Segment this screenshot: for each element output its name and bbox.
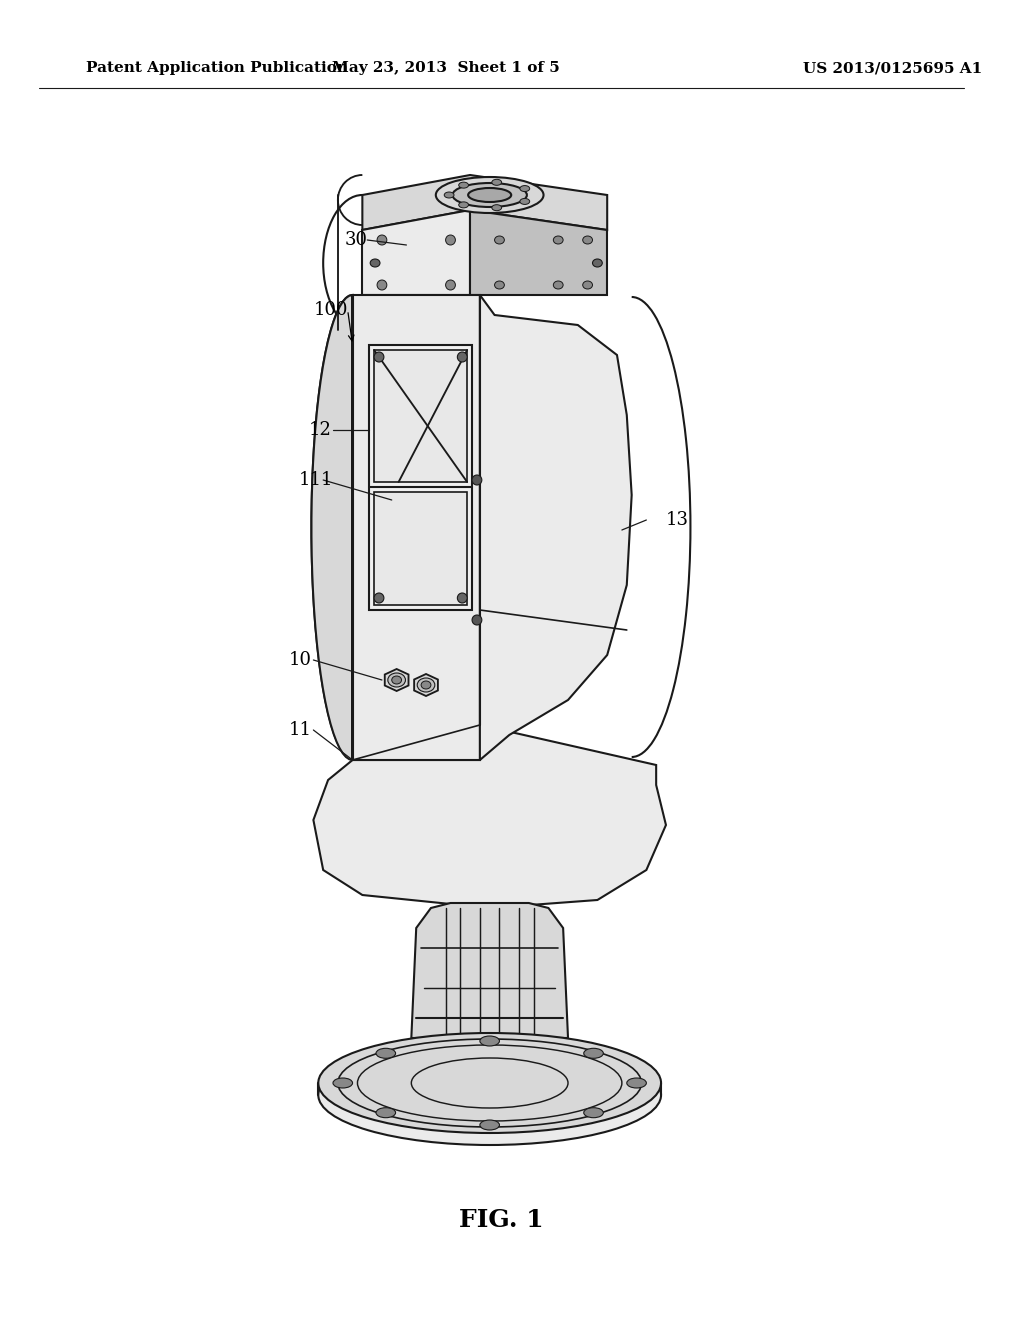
Polygon shape (470, 210, 607, 294)
Polygon shape (352, 294, 480, 760)
Ellipse shape (377, 235, 387, 246)
Ellipse shape (492, 205, 502, 211)
Ellipse shape (584, 1048, 603, 1059)
Ellipse shape (445, 235, 456, 246)
Ellipse shape (376, 1048, 395, 1059)
Ellipse shape (376, 1107, 395, 1118)
Ellipse shape (553, 236, 563, 244)
Ellipse shape (374, 352, 384, 362)
Text: 111: 111 (299, 471, 333, 488)
Text: May 23, 2013  Sheet 1 of 5: May 23, 2013 Sheet 1 of 5 (332, 61, 559, 75)
Text: 100: 100 (313, 301, 348, 319)
Polygon shape (385, 669, 409, 690)
Polygon shape (311, 294, 352, 760)
Ellipse shape (417, 678, 435, 692)
Text: US 2013/0125695 A1: US 2013/0125695 A1 (803, 61, 982, 75)
Ellipse shape (627, 1078, 646, 1088)
Ellipse shape (388, 673, 406, 686)
Text: Patent Application Publication: Patent Application Publication (86, 61, 348, 75)
Ellipse shape (472, 475, 482, 484)
Polygon shape (362, 176, 607, 230)
Ellipse shape (495, 281, 505, 289)
Text: 10: 10 (289, 651, 312, 669)
Polygon shape (313, 725, 666, 908)
Ellipse shape (459, 182, 469, 189)
Ellipse shape (480, 1036, 500, 1045)
Ellipse shape (453, 183, 527, 207)
Ellipse shape (318, 1034, 662, 1133)
Ellipse shape (492, 180, 502, 185)
Ellipse shape (520, 198, 529, 205)
Ellipse shape (374, 593, 384, 603)
Polygon shape (374, 492, 467, 605)
Ellipse shape (458, 593, 467, 603)
Ellipse shape (421, 681, 431, 689)
Ellipse shape (584, 1107, 603, 1118)
Text: 30: 30 (345, 231, 368, 249)
Polygon shape (362, 210, 470, 294)
Ellipse shape (553, 281, 563, 289)
Ellipse shape (480, 1119, 500, 1130)
Text: FIG. 1: FIG. 1 (459, 1208, 544, 1232)
Polygon shape (370, 345, 472, 610)
Ellipse shape (583, 281, 593, 289)
Ellipse shape (472, 615, 482, 624)
Ellipse shape (371, 259, 380, 267)
Ellipse shape (593, 259, 602, 267)
Ellipse shape (436, 177, 544, 213)
Text: 11: 11 (289, 721, 312, 739)
Ellipse shape (318, 1045, 662, 1144)
Polygon shape (414, 675, 438, 696)
Ellipse shape (392, 676, 401, 684)
Ellipse shape (495, 236, 505, 244)
Ellipse shape (445, 280, 456, 290)
Ellipse shape (444, 191, 454, 198)
Ellipse shape (458, 352, 467, 362)
Text: 13: 13 (666, 511, 689, 529)
Polygon shape (412, 903, 568, 1038)
Ellipse shape (333, 1078, 352, 1088)
Ellipse shape (459, 202, 469, 207)
Polygon shape (374, 350, 467, 482)
Ellipse shape (583, 236, 593, 244)
Ellipse shape (468, 187, 511, 202)
Ellipse shape (520, 186, 529, 191)
Ellipse shape (377, 280, 387, 290)
Text: 12: 12 (308, 421, 332, 440)
Polygon shape (480, 294, 632, 760)
